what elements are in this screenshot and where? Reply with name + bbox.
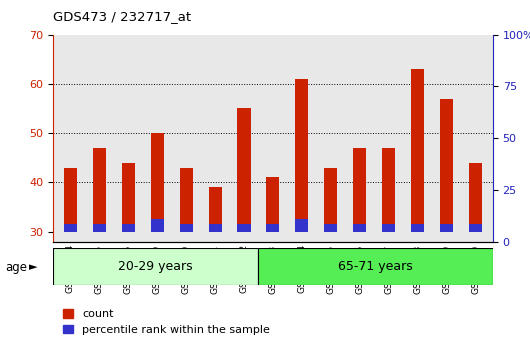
Bar xyxy=(209,224,222,231)
Bar xyxy=(151,219,164,231)
Bar xyxy=(180,224,192,231)
Bar xyxy=(180,168,192,231)
Bar xyxy=(122,162,135,231)
Bar xyxy=(122,224,135,231)
Bar xyxy=(237,224,251,231)
Bar xyxy=(382,224,395,231)
Bar xyxy=(151,133,164,231)
Bar xyxy=(324,224,337,231)
Bar xyxy=(354,224,366,231)
Bar xyxy=(382,148,395,231)
Bar xyxy=(411,224,424,231)
Bar xyxy=(469,162,482,231)
Legend: count, percentile rank within the sample: count, percentile rank within the sample xyxy=(58,305,274,339)
Bar xyxy=(209,187,222,231)
Bar xyxy=(237,108,251,231)
Bar xyxy=(440,224,453,231)
Bar xyxy=(267,177,279,231)
Bar xyxy=(295,79,308,231)
Bar xyxy=(411,69,424,231)
Bar xyxy=(53,248,258,285)
Text: 65-71 years: 65-71 years xyxy=(338,260,413,273)
Bar xyxy=(440,99,453,231)
Bar xyxy=(93,148,106,231)
Bar xyxy=(267,224,279,231)
Bar xyxy=(258,248,493,285)
Bar xyxy=(64,168,77,231)
Text: GDS473 / 232717_at: GDS473 / 232717_at xyxy=(53,10,191,23)
Text: 20-29 years: 20-29 years xyxy=(118,260,193,273)
Bar xyxy=(324,168,337,231)
Bar xyxy=(354,148,366,231)
Bar xyxy=(295,219,308,231)
Bar xyxy=(64,224,77,231)
Bar xyxy=(469,224,482,231)
Text: age: age xyxy=(5,261,28,274)
Bar xyxy=(93,224,106,231)
Text: ►: ► xyxy=(29,263,38,272)
